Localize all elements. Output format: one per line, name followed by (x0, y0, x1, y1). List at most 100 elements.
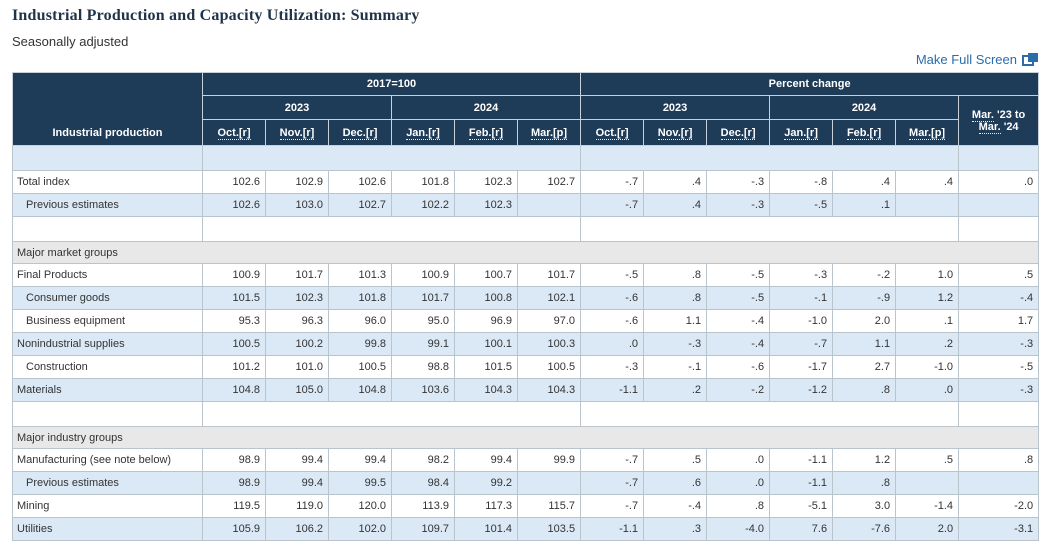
index-cell: 101.3 (328, 263, 392, 287)
index-cell: 102.9 (265, 170, 329, 194)
pct-change-cell: -.7 (580, 170, 645, 194)
pct-change-cell: -4.0 (706, 517, 771, 541)
month-label: Dec.[r] (720, 126, 756, 140)
index-cell: 101.8 (328, 286, 392, 310)
index-cell: 100.5 (328, 355, 392, 379)
index-cell: 96.0 (328, 309, 392, 333)
index-cell: 99.1 (391, 332, 455, 356)
yoy-cell: -3.1 (958, 517, 1040, 541)
yoy-cell: 1.7 (958, 309, 1040, 333)
pct-change-cell: -.5 (580, 263, 645, 287)
index-cell: 98.2 (391, 448, 455, 472)
blank-cell (12, 145, 203, 171)
pct-change-cell: -1.2 (769, 378, 834, 402)
index-cell: 100.9 (391, 263, 455, 287)
row-label: Final Products (12, 263, 203, 287)
index-cell: 102.2 (391, 193, 455, 217)
pct-change-cell: .6 (643, 471, 708, 495)
section-row: Major market groups (11, 241, 1040, 264)
month-label: Nov.[r] (279, 126, 315, 140)
spacer-row (12, 145, 1040, 171)
index-cell: 101.0 (265, 355, 329, 379)
yoy-cell (958, 471, 1040, 495)
index-cell: 102.6 (202, 170, 266, 194)
index-cell: 109.7 (391, 517, 455, 541)
pct-change-cell: -.3 (580, 355, 645, 379)
page-subtitle: Seasonally adjusted (12, 34, 129, 49)
pct-change-cell: -.3 (643, 332, 708, 356)
pct-change-cell: -.5 (706, 263, 771, 287)
month-label: Dec.[r] (342, 126, 378, 140)
pct-change-cell: 2.0 (895, 517, 960, 541)
pct-change-cell: -.1 (769, 286, 834, 310)
table-row: Nonindustrial supplies 100.5 100.2 99.8 99.1… (12, 332, 1040, 356)
pct-change-cell: .0 (895, 378, 960, 402)
corner-header: Industrial production (12, 72, 203, 146)
row-label: Mining (12, 494, 203, 518)
index-cell: 119.0 (265, 494, 329, 518)
row-label: Business equipment (12, 309, 203, 333)
index-cell: 100.2 (265, 332, 329, 356)
section-header-label: Major industry groups (11, 426, 1040, 449)
pct-change-cell: .4 (643, 193, 708, 217)
year-header-2024: 2024 (769, 95, 960, 120)
index-cell (516, 471, 582, 495)
pct-change-cell: 3.0 (832, 494, 897, 518)
section-row: Major industry groups (11, 426, 1040, 449)
index-cell: 103.6 (391, 378, 455, 402)
index-cell: 120.0 (328, 494, 392, 518)
row-label: Total index (12, 170, 203, 194)
yoy-cell: -.4 (958, 286, 1040, 310)
index-cell: 102.3 (454, 170, 518, 194)
summary-table: Industrial production 2017=100 Percent cha… (11, 72, 1040, 541)
index-cell: 97.0 (516, 309, 582, 333)
pct-change-cell: 1.2 (832, 448, 897, 472)
index-cell: 101.5 (202, 286, 266, 310)
pct-change-cell: 7.6 (769, 517, 834, 541)
pct-change-cell: .4 (895, 170, 960, 194)
index-cell: 104.3 (454, 378, 518, 402)
blank-cell (580, 401, 960, 427)
index-cell: 102.7 (516, 170, 582, 194)
index-cell: 113.9 (391, 494, 455, 518)
index-cell: 100.7 (454, 263, 518, 287)
pct-change-cell: -.9 (832, 286, 897, 310)
group-header-percent-change: Percent change (580, 72, 1040, 96)
blank-cell (201, 216, 582, 242)
month-label: Nov.[r] (657, 126, 693, 140)
blank-cell (580, 145, 960, 171)
index-cell: 99.2 (454, 471, 518, 495)
index-cell: 102.3 (454, 193, 518, 217)
yoy-cell: -.3 (958, 378, 1040, 402)
pct-change-cell: .8 (643, 286, 708, 310)
yoy-header-line1: Mar. '23 to (961, 108, 1036, 122)
month-label: Mar.[p] (909, 126, 946, 140)
pct-change-cell: -.5 (706, 286, 771, 310)
fullscreen-row: Make Full Screen (12, 51, 1038, 71)
index-cell: 99.9 (516, 448, 582, 472)
yoy-header-line2: Mar. '24 (961, 120, 1036, 134)
month-label: Oct.[r] (217, 126, 251, 140)
year-header-2023: 2023 (202, 95, 392, 120)
table-row: Consumer goods 101.5 102.3 101.8 101.7 100.8 1… (12, 286, 1040, 310)
pct-change-cell: .0 (706, 448, 771, 472)
pct-change-cell: .1 (895, 309, 960, 333)
blank-cell (958, 216, 1040, 242)
pct-change-cell: -1.1 (769, 471, 834, 495)
pct-change-cell: .0 (580, 332, 645, 356)
pct-change-cell: -1.0 (769, 309, 834, 333)
pct-change-cell: 2.7 (832, 355, 897, 379)
row-label: Construction (12, 355, 203, 379)
row-label: Previous estimates (12, 471, 203, 495)
month-header: Mar.[p] (516, 119, 582, 146)
table-row: Utilities 105.9 106.2 102.0 109.7 101.4 103.5-… (12, 517, 1040, 541)
pct-change-cell: -.4 (643, 494, 708, 518)
table-row: Previous estimates 102.6 103.0 102.7 102.2 10… (12, 193, 1040, 217)
month-header: Mar.[p] (895, 119, 960, 146)
pct-change-cell: .0 (706, 471, 771, 495)
index-cell: 99.4 (454, 448, 518, 472)
group-header-index-2017: 2017=100 (201, 72, 582, 96)
make-full-screen-link[interactable]: Make Full Screen (916, 52, 1038, 67)
pct-change-cell: -1.0 (895, 355, 960, 379)
make-full-screen-label: Make Full Screen (915, 52, 1017, 67)
